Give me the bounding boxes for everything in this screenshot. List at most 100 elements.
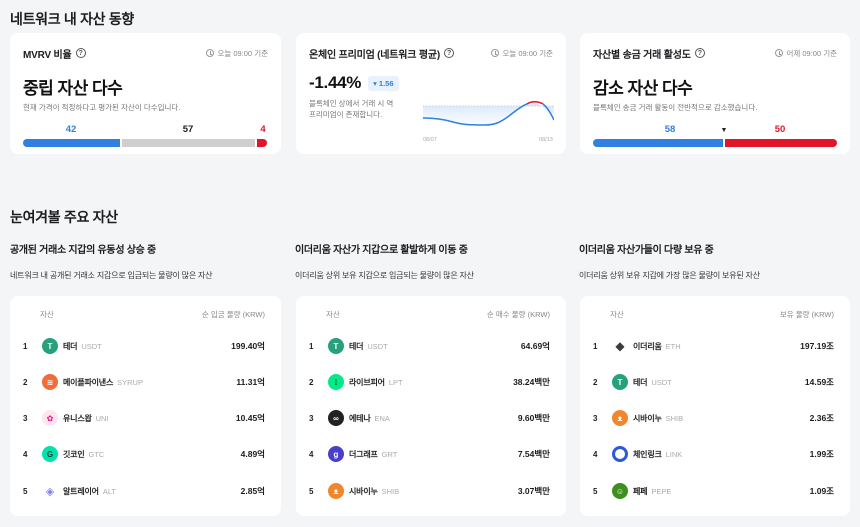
timestamp-text: 오늘 09:00 기준	[217, 48, 268, 58]
asset-name: 이더리움	[633, 341, 662, 351]
transfer-increase-count: 58	[664, 123, 676, 135]
premium-desc-line1: 블록체인 상에서 거래 시 역	[309, 99, 394, 108]
list-item[interactable]: 2 T 테더 USDT 14.59조	[593, 372, 834, 392]
list-item[interactable]: 5 ᴥ 시바이누 SHIB 3.07백만	[309, 481, 550, 501]
rank: 5	[309, 486, 314, 496]
help-icon[interactable]: ?	[444, 48, 454, 58]
asset-name: 테더	[633, 377, 648, 387]
list-item[interactable]: 2 ⁞ 라이브피어 LPT 38.24백만	[309, 372, 550, 392]
asset-name: 에테나	[349, 413, 371, 423]
asset-symbol: SHIB	[381, 486, 400, 496]
exchange-inflow-list: 자산 순 입금 물량 (KRW) 1 T 테더 USDT 199.40억 2 ≋…	[10, 296, 281, 516]
list-item[interactable]: 1 T 테더 USDT 64.69억	[309, 336, 550, 356]
asset-symbol: LINK	[665, 449, 683, 459]
list-item[interactable]: 5 ☺ 페페 PEPE 1.09조	[593, 481, 834, 501]
timestamp-text: 어제 09:00 기준	[786, 48, 837, 58]
list3-title: 이더리움 자산가들이 다량 보유 중	[579, 245, 714, 256]
asset-name: 시바이누	[633, 413, 662, 423]
asset-symbol: PEPE	[651, 486, 672, 496]
eth-whale-holdings-list: 자산 보유 물량 (KRW) 1 ◆ 이더리움 ETH 197.19조 2 T …	[580, 296, 850, 516]
list2-description: 이더리움 상위 보유 지갑으로 입금되는 물량이 많은 자산	[295, 271, 474, 280]
transfer-description: 블록체인 송금 거래 활동이 전반적으로 감소했습니다.	[593, 103, 758, 112]
asset-symbol: ETH	[665, 341, 681, 351]
rank: 2	[23, 377, 28, 387]
premium-value: -1.44%	[309, 73, 362, 92]
premium-delta-badge: ▾ 1.56	[368, 75, 399, 91]
asset-symbol: USDT	[651, 377, 672, 387]
rank: 3	[309, 413, 314, 423]
the-graph-icon: g	[328, 446, 344, 462]
list-item[interactable]: 2 ≋ 메이플파이낸스 SYRUP 11.31억	[23, 372, 265, 392]
tether-icon: T	[612, 374, 628, 390]
asset-value: 64.69억	[520, 341, 550, 351]
rank: 2	[593, 377, 598, 387]
shiba-inu-icon: ᴥ	[612, 410, 628, 426]
section-title-key-assets: 눈여겨볼 주요 자산	[10, 209, 118, 225]
premium-title: 온체인 프리미엄 (네트워크 평균) ?	[309, 46, 454, 61]
asset-name: 페페	[633, 486, 648, 496]
transfer-headline: 감소 자산 다수	[593, 79, 693, 98]
asset-symbol: GRT	[381, 449, 398, 459]
timestamp-text: 오늘 09:00 기준	[502, 48, 553, 58]
asset-name: 유니스왑	[63, 413, 92, 423]
mvrv-headline: 중립 자산 다수	[23, 79, 123, 98]
asset-value: 2.85억	[240, 486, 265, 496]
asset-symbol: SHIB	[665, 413, 684, 423]
asset-value: 7.54백만	[517, 449, 550, 459]
rank: 1	[23, 341, 28, 351]
list-item[interactable]: 4 G 깃코인 GTC 4.89억	[23, 444, 265, 464]
list-item[interactable]: 4 g 더그래프 GRT 7.54백만	[309, 444, 550, 464]
list-item[interactable]: 4 체인링크 LINK 1.99조	[593, 444, 834, 464]
asset-name: 더그래프	[349, 449, 378, 459]
list-item[interactable]: 5 ◈ 알트레이어 ALT 2.85억	[23, 481, 265, 501]
mvrv-timestamp: 오늘 09:00 기준	[206, 48, 268, 59]
list-item[interactable]: 1 T 테더 USDT 199.40억	[23, 336, 265, 356]
help-icon[interactable]: ?	[75, 48, 86, 58]
mvrv-title-text: MVRV 비율	[23, 49, 72, 61]
mvrv-bar-labels: 42 57 4	[23, 124, 268, 136]
list-item[interactable]: 3 ✿ 유니스왑 UNI 10.45억	[23, 408, 265, 428]
tether-icon: T	[42, 338, 58, 354]
midpoint-marker-icon: ▼	[720, 126, 728, 134]
rank: 1	[593, 341, 598, 351]
list-item[interactable]: 3 ∞ 에테나 ENA 9.60백만	[309, 408, 550, 428]
asset-value: 4.89억	[240, 449, 265, 459]
asset-value: 11.31억	[236, 377, 265, 387]
transfer-distribution-bar	[593, 138, 837, 147]
asset-value: 2.36조	[809, 413, 834, 423]
col-header-value: 보유 물량 (KRW)	[779, 310, 834, 319]
asset-symbol: LPT	[388, 377, 403, 387]
asset-symbol: USDT	[81, 341, 102, 351]
asset-value: 3.07백만	[517, 486, 550, 496]
asset-name: 테더	[63, 341, 78, 351]
col-header-value: 순 매수 물량 (KRW)	[486, 310, 550, 319]
asset-name: 깃코인	[63, 449, 85, 459]
ethena-icon: ∞	[328, 410, 344, 426]
bar-segment-undervalued	[23, 138, 120, 147]
bar-segment-decrease	[725, 138, 837, 147]
help-icon[interactable]: ?	[694, 48, 705, 58]
list-item[interactable]: 1 ◆ 이더리움 ETH 197.19조	[593, 336, 834, 356]
onchain-premium-card: 온체인 프리미엄 (네트워크 평균) ? 오늘 09:00 기준 -1.44% …	[296, 33, 566, 154]
premium-timestamp: 오늘 09:00 기준	[491, 48, 553, 59]
asset-name: 라이브피어	[349, 377, 385, 387]
rank: 3	[23, 413, 28, 423]
list1-description: 네트워크 내 공개된 거래소 지갑으로 입금되는 물량이 많은 자산	[10, 271, 213, 280]
tether-icon: T	[328, 338, 344, 354]
shiba-inu-icon: ᴥ	[328, 483, 344, 499]
asset-value: 9.60백만	[517, 413, 550, 423]
bar-segment-overvalued	[257, 138, 267, 147]
premium-sparkline-chart[interactable]	[423, 96, 554, 143]
transfer-title: 자산별 송금 거래 활성도 ?	[593, 46, 705, 61]
mvrv-distribution-bar	[23, 138, 268, 147]
mvrv-undervalued-count: 42	[65, 123, 77, 135]
premium-title-text: 온체인 프리미엄 (네트워크 평균)	[309, 49, 440, 61]
asset-value: 197.19조	[800, 341, 834, 351]
rank: 4	[593, 449, 598, 459]
eth-whale-inflow-list: 자산 순 매수 물량 (KRW) 1 T 테더 USDT 64.69억 2 ⁞ …	[296, 296, 566, 516]
transfer-title-text: 자산별 송금 거래 활성도	[593, 49, 691, 61]
uniswap-icon: ✿	[42, 410, 58, 426]
transfer-timestamp: 어제 09:00 기준	[775, 48, 837, 59]
list-item[interactable]: 3 ᴥ 시바이누 SHIB 2.36조	[593, 408, 834, 428]
rank: 5	[23, 486, 28, 496]
